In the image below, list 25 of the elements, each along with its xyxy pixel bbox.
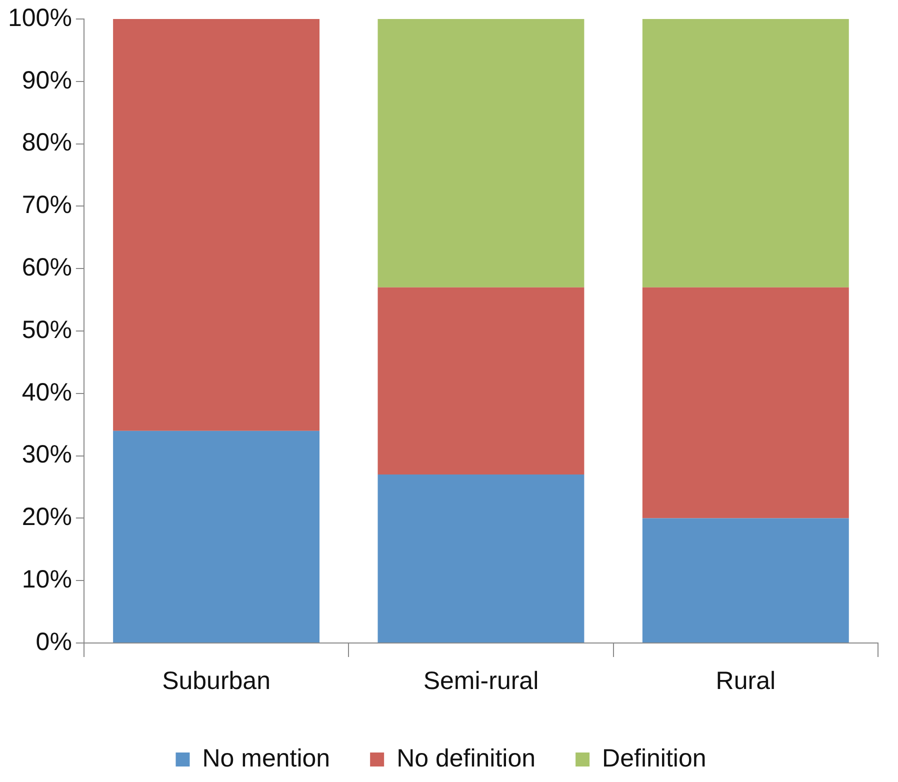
bar [642,19,849,288]
bar [378,19,584,288]
legend-label: Definition [602,744,706,772]
bar [642,287,849,518]
y-tick-label: 40% [22,378,72,406]
x-tick-label: Suburban [162,666,270,695]
legend-label: No definition [396,744,536,772]
bar [113,19,320,431]
y-tick-label: 20% [22,503,72,532]
y-tick-label: 90% [22,66,72,94]
bar [378,287,584,475]
legend-label: No mention [202,744,330,772]
y-tick-label: 10% [22,565,72,594]
y-tick-label: 50% [22,316,72,344]
x-tick-label: Rural [716,666,776,695]
bar [378,474,584,642]
y-tick-label: 100% [8,4,72,32]
bar [113,430,320,642]
y-tick-label: 0% [36,628,72,656]
y-tick-label: 60% [22,253,72,282]
y-tick-label: 80% [22,128,72,157]
y-tick-label: 70% [22,191,72,220]
bar [642,518,849,642]
y-tick-label: 30% [22,440,72,469]
x-tick-label: Semi-rural [423,666,539,695]
